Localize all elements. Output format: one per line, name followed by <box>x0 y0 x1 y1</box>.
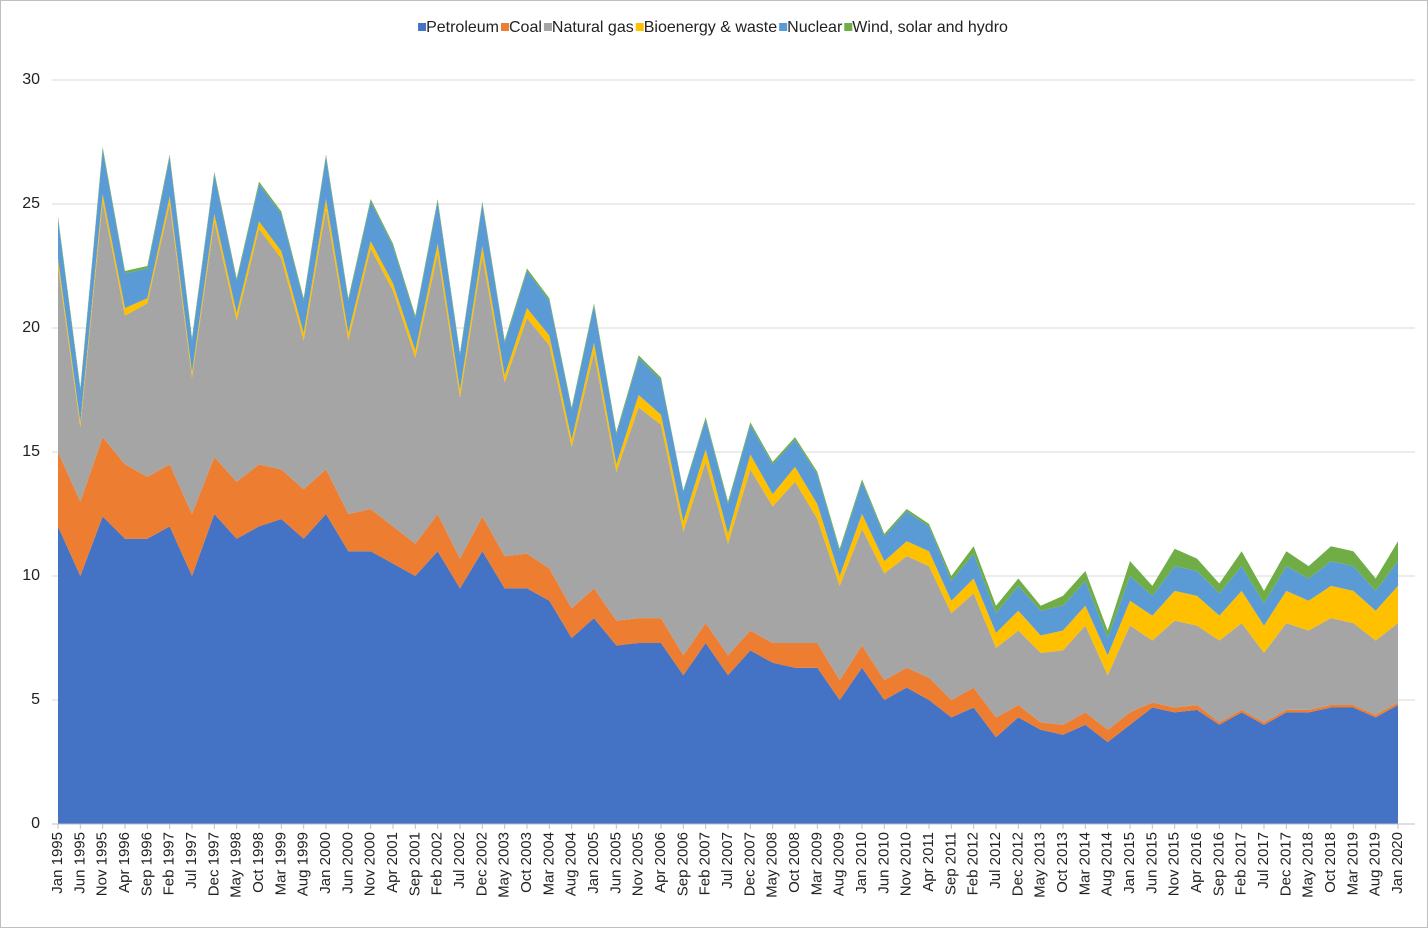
x-tick-label: Sep 1996 <box>138 832 155 896</box>
x-tick-label: Apr 2011 <box>920 832 937 892</box>
x-tick-label: Apr 2001 <box>384 832 401 893</box>
x-tick-label: Jan 2010 <box>853 832 870 894</box>
legend-label: Natural gas <box>552 19 634 36</box>
legend-swatch <box>635 23 644 31</box>
x-tick-label: Nov 2010 <box>898 832 915 896</box>
x-tick-label: Sep 2006 <box>674 832 691 896</box>
x-tick-label: May 2008 <box>764 832 781 898</box>
x-tick-label: Aug 2004 <box>563 832 580 896</box>
x-tick-label: Jul 1997 <box>183 832 200 889</box>
x-tick-label: Dec 2002 <box>473 832 490 896</box>
x-tick-label: Nov 2000 <box>362 832 379 896</box>
y-tick-label: 25 <box>22 195 40 212</box>
x-tick-label: Jan 2020 <box>1389 832 1406 894</box>
y-tick-label: 0 <box>31 815 40 832</box>
legend: Petroleum Coal Natural gas Bioenergy & wast… <box>418 19 1008 36</box>
x-tick-label: May 2003 <box>496 832 513 898</box>
x-tick-label: Jun 2000 <box>339 832 356 894</box>
x-tick-label: May 2018 <box>1300 832 1317 898</box>
x-tick-label: Aug 1999 <box>295 832 312 896</box>
x-tick-label: Jun 2015 <box>1143 832 1160 894</box>
x-tick-label: Mar 2014 <box>1076 832 1093 895</box>
legend-swatch <box>844 23 853 31</box>
x-tick-label: Nov 2005 <box>630 832 647 896</box>
x-tick-label: Mar 2009 <box>808 832 825 895</box>
x-tick-label: Mar 1999 <box>272 832 289 895</box>
legend-label: Coal <box>509 19 542 36</box>
y-tick-label: 30 <box>22 71 40 88</box>
x-tick-label: Jun 2010 <box>875 832 892 894</box>
x-tick-label: Jul 2007 <box>719 832 736 889</box>
x-tick-label: Jul 2017 <box>1255 832 1272 889</box>
x-tick-label: Mar 2004 <box>540 832 557 895</box>
legend-label: Petroleum <box>426 19 499 36</box>
area <box>58 149 1398 656</box>
x-tick-label: Jun 1995 <box>71 832 88 894</box>
x-tick-label: Sep 2001 <box>406 832 423 896</box>
legend-swatch <box>779 23 788 31</box>
x-tick-label: Nov 2015 <box>1166 832 1183 896</box>
y-tick-label: 10 <box>22 567 40 584</box>
x-tick-label: Sep 2011 <box>942 832 959 895</box>
x-tick-label: Oct 2018 <box>1322 832 1339 893</box>
legend-swatch <box>543 23 552 31</box>
y-tick-label: 15 <box>22 443 40 460</box>
x-tick-label: May 2013 <box>1032 832 1049 898</box>
x-tick-label: Mar 2019 <box>1344 832 1361 895</box>
x-tick-label: Oct 2003 <box>518 832 535 893</box>
x-tick-label: May 1998 <box>228 832 245 898</box>
area <box>58 194 1398 676</box>
y-tick-label: 5 <box>31 691 40 708</box>
x-tick-label: Dec 2017 <box>1277 832 1294 896</box>
x-tick-label: Feb 1997 <box>161 832 178 895</box>
x-tick-label: Jan 2015 <box>1121 832 1138 894</box>
x-tick-label: Oct 2008 <box>786 832 803 893</box>
area <box>58 514 1398 824</box>
x-tick-label: Jan 1995 <box>49 832 66 894</box>
legend-swatch <box>501 23 509 31</box>
legend-swatch <box>418 23 427 31</box>
x-tick-label: Jul 2012 <box>987 832 1004 889</box>
x-tick-label: Dec 1997 <box>205 832 222 896</box>
x-tick-label: Oct 1998 <box>250 832 267 893</box>
area <box>58 201 1398 730</box>
x-tick-label: Jul 2002 <box>451 832 468 889</box>
legend-label: Nuclear <box>787 19 843 36</box>
x-tick-label: Aug 2009 <box>831 832 848 896</box>
y-tick-label: 20 <box>22 319 40 336</box>
x-tick-label: Feb 2002 <box>429 832 446 895</box>
x-tick-label: Oct 2013 <box>1054 832 1071 893</box>
x-tick-label: Feb 2012 <box>965 832 982 895</box>
x-tick-label: Nov 1995 <box>94 832 111 896</box>
x-tick-label: Apr 2016 <box>1188 832 1205 893</box>
x-tick-label: Sep 2016 <box>1210 832 1227 896</box>
x-tick-label: Feb 2007 <box>697 832 714 895</box>
x-tick-label: Dec 2012 <box>1009 832 1026 896</box>
x-tick-label: Jan 2000 <box>317 832 334 894</box>
x-tick-label: Jan 2005 <box>585 832 602 894</box>
legend-label: Bioenergy & waste <box>644 19 778 36</box>
x-tick-label: Apr 1996 <box>116 832 133 893</box>
x-tick-label: Aug 2019 <box>1367 832 1384 896</box>
x-tick-label: Apr 2006 <box>652 832 669 893</box>
x-tick-label: Jun 2005 <box>607 832 624 894</box>
x-tick-label: Feb 2017 <box>1233 832 1250 895</box>
x-tick-label: Dec 2007 <box>741 832 758 896</box>
legend-label: Wind, solar and hydro <box>852 19 1008 36</box>
x-tick-label: Aug 2014 <box>1099 832 1116 896</box>
